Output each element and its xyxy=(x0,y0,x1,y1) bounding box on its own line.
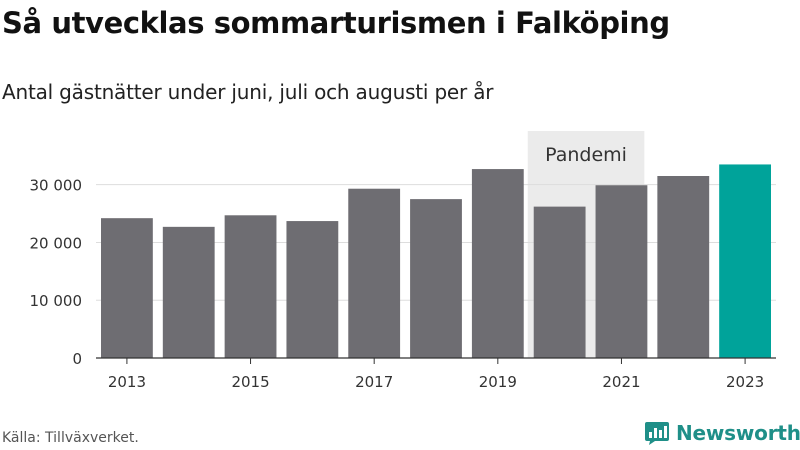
bars xyxy=(101,164,771,358)
chart-title: Så utvecklas sommarturismen i Falköping xyxy=(2,6,670,40)
y-tick-label: 10 000 xyxy=(30,292,83,310)
y-tick-label: 20 000 xyxy=(30,234,83,252)
x-tick-label: 2015 xyxy=(231,373,269,391)
x-tick-label: 2023 xyxy=(726,373,764,391)
axes: 0 10 000 20 000 30 000 2013 2015 2017 2019 2021 2… xyxy=(30,177,776,391)
bar-2022 xyxy=(657,176,710,358)
bar-2014 xyxy=(162,226,215,358)
x-tick-label: 2021 xyxy=(602,373,640,391)
y-tick-label: 0 xyxy=(72,350,82,368)
bar-2017 xyxy=(348,188,401,358)
bar-2018 xyxy=(410,199,462,358)
chart-subtitle: Antal gästnätter under juni, juli och au… xyxy=(2,80,494,104)
annotation-label: Pandemi xyxy=(545,144,627,166)
source-note: Källa: Tillväxverket. xyxy=(2,430,139,446)
newsworthy-chart-icon xyxy=(645,422,669,445)
bar-2023 xyxy=(719,164,771,358)
brand-logo: Newsworthy xyxy=(644,420,800,446)
bar-2016 xyxy=(286,221,339,358)
bar-2015 xyxy=(224,215,277,358)
bar-2019 xyxy=(471,169,524,358)
brand-name: Newsworthy xyxy=(676,421,800,445)
x-tick-label: 2013 xyxy=(108,373,146,391)
x-tick-label: 2019 xyxy=(479,373,517,391)
x-tick-label: 2017 xyxy=(355,373,393,391)
y-tick-label: 30 000 xyxy=(30,177,83,195)
bar-2020 xyxy=(533,206,586,358)
bar-2013 xyxy=(101,218,153,358)
bar-2021 xyxy=(595,185,648,358)
